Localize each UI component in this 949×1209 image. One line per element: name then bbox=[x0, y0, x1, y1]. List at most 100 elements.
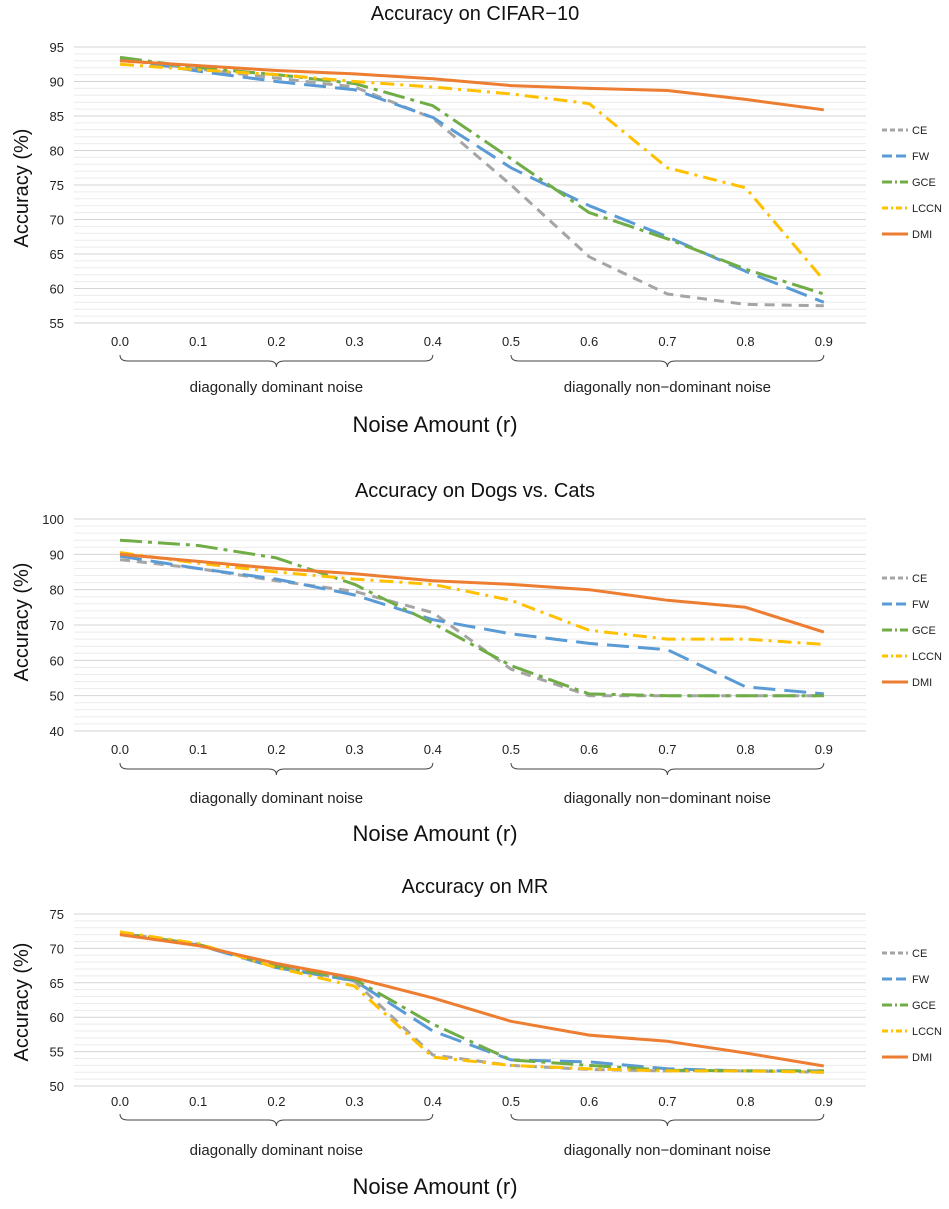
chart-title: Accuracy on Dogs vs. Cats bbox=[355, 480, 595, 502]
x-axis-label: Noise Amount (r) bbox=[352, 412, 517, 437]
group-label: diagonally non−dominant noise bbox=[564, 790, 771, 807]
series-line-fw bbox=[119, 931, 824, 1073]
y-tick-label: 60 bbox=[50, 653, 64, 668]
group-brace bbox=[510, 354, 825, 368]
y-tick-labels: 55 60 65 70 75 80 85 90 95 bbox=[50, 40, 64, 331]
x-tick-label: 0.6 bbox=[580, 1094, 598, 1109]
x-tick-label: 0.0 bbox=[111, 1094, 129, 1109]
legend-label-ce: CE bbox=[912, 125, 927, 137]
x-tick-label: 0.5 bbox=[502, 742, 520, 757]
legend-label-fw: FW bbox=[912, 974, 930, 986]
x-tick-label: 0.1 bbox=[189, 334, 207, 349]
gridlines bbox=[74, 913, 866, 1087]
legend-label-ce: CE bbox=[912, 948, 927, 960]
legend: CE FW GCE LCCN DMI bbox=[882, 948, 942, 1064]
x-tick-label: 0.0 bbox=[111, 334, 129, 349]
legend-label-dmi: DMI bbox=[912, 677, 932, 689]
x-axis-label: Noise Amount (r) bbox=[352, 821, 517, 846]
x-tick-label: 0.0 bbox=[111, 742, 129, 757]
y-tick-label: 80 bbox=[50, 583, 64, 598]
chart-title: Accuracy on CIFAR−10 bbox=[371, 3, 579, 25]
y-tick-label: 70 bbox=[50, 618, 64, 633]
group-label: diagonally dominant noise bbox=[190, 790, 363, 807]
x-tick-label: 0.1 bbox=[189, 1094, 207, 1109]
x-tick-label: 0.6 bbox=[580, 742, 598, 757]
group-label: diagonally non−dominant noise bbox=[564, 1142, 771, 1159]
x-tick-label: 0.7 bbox=[658, 742, 676, 757]
x-tick-label: 0.7 bbox=[658, 1094, 676, 1109]
series-line-fw bbox=[119, 554, 824, 696]
y-axis-label: Accuracy (%) bbox=[11, 563, 33, 682]
y-tick-label: 60 bbox=[50, 282, 64, 297]
y-tick-labels: 40 50 60 70 80 90 100 bbox=[42, 512, 64, 739]
group-brace bbox=[510, 1113, 825, 1127]
series-line-lccn bbox=[119, 551, 824, 646]
chart-panel-1: Accuracy on CIFAR−10 55 60 65 70 75 80 85 90 95 0.… bbox=[11, 3, 942, 437]
legend-label-dmi: DMI bbox=[912, 1052, 932, 1064]
series-line-fw bbox=[119, 57, 825, 304]
gridlines bbox=[74, 46, 866, 324]
legend-label-ce: CE bbox=[912, 573, 927, 585]
series-line-lccn bbox=[119, 62, 825, 282]
x-tick-label: 0.6 bbox=[580, 334, 598, 349]
y-tick-label: 90 bbox=[50, 547, 64, 562]
legend: CE FW GCE LCCN DMI bbox=[882, 125, 942, 241]
x-tick-label: 0.2 bbox=[267, 1094, 285, 1109]
group-brace bbox=[119, 762, 434, 776]
x-tick-label: 0.3 bbox=[346, 742, 364, 757]
x-tick-label: 0.8 bbox=[737, 742, 755, 757]
series-line-gce bbox=[119, 538, 824, 698]
y-axis-label: Accuracy (%) bbox=[11, 943, 33, 1062]
x-tick-label: 0.9 bbox=[815, 742, 833, 757]
series-lines bbox=[119, 930, 825, 1074]
y-tick-label: 85 bbox=[50, 109, 64, 124]
x-tick-label: 0.4 bbox=[424, 1094, 442, 1109]
x-tick-label: 0.3 bbox=[346, 1094, 364, 1109]
y-tick-label: 70 bbox=[50, 213, 64, 228]
y-tick-label: 60 bbox=[50, 1010, 64, 1025]
legend-label-fw: FW bbox=[912, 151, 930, 163]
legend-label-gce: GCE bbox=[912, 1000, 936, 1012]
series-lines bbox=[119, 538, 825, 698]
series-line-dmi bbox=[119, 933, 825, 1068]
x-tick-label: 0.9 bbox=[815, 334, 833, 349]
x-tick-labels: 0.0 0.1 0.2 0.3 0.4 0.5 0.6 0.7 0.8 0.9 bbox=[111, 1094, 833, 1109]
x-tick-label: 0.1 bbox=[189, 742, 207, 757]
legend-label-lccn: LCCN bbox=[912, 203, 942, 215]
y-tick-label: 95 bbox=[50, 40, 64, 55]
legend: CE FW GCE LCCN DMI bbox=[882, 573, 942, 689]
group-label: diagonally dominant noise bbox=[190, 379, 363, 396]
chart-panel-2: Accuracy on Dogs vs. Cats 40 50 60 70 80 90 100… bbox=[11, 480, 942, 846]
y-tick-label: 70 bbox=[50, 941, 64, 956]
x-axis-label: Noise Amount (r) bbox=[352, 1174, 517, 1199]
y-tick-label: 80 bbox=[50, 144, 64, 159]
y-tick-label: 75 bbox=[50, 178, 64, 193]
x-tick-labels: 0.0 0.1 0.2 0.3 0.4 0.5 0.6 0.7 0.8 0.9 bbox=[111, 334, 833, 349]
y-tick-label: 90 bbox=[50, 75, 64, 90]
group-label: diagonally non−dominant noise bbox=[564, 379, 771, 396]
x-tick-label: 0.5 bbox=[502, 1094, 520, 1109]
y-tick-label: 75 bbox=[50, 907, 64, 922]
x-tick-label: 0.5 bbox=[502, 334, 520, 349]
y-tick-label: 50 bbox=[50, 1079, 64, 1094]
y-tick-label: 55 bbox=[50, 316, 64, 331]
y-tick-labels: 50 55 60 65 70 75 bbox=[50, 907, 64, 1094]
x-tick-label: 0.9 bbox=[815, 1094, 833, 1109]
x-tick-label: 0.2 bbox=[267, 334, 285, 349]
legend-label-dmi: DMI bbox=[912, 229, 932, 241]
x-tick-label: 0.7 bbox=[658, 334, 676, 349]
group-brace bbox=[119, 354, 434, 368]
x-tick-label: 0.2 bbox=[267, 742, 285, 757]
group-label: diagonally dominant noise bbox=[190, 1142, 363, 1159]
group-brace bbox=[510, 762, 825, 776]
legend-label-lccn: LCCN bbox=[912, 1026, 942, 1038]
legend-label-gce: GCE bbox=[912, 177, 936, 189]
group-brace bbox=[119, 1113, 434, 1127]
y-tick-label: 65 bbox=[50, 976, 64, 991]
y-axis-label: Accuracy (%) bbox=[11, 129, 33, 248]
series-lines bbox=[119, 55, 825, 308]
series-line-dmi bbox=[119, 59, 824, 112]
